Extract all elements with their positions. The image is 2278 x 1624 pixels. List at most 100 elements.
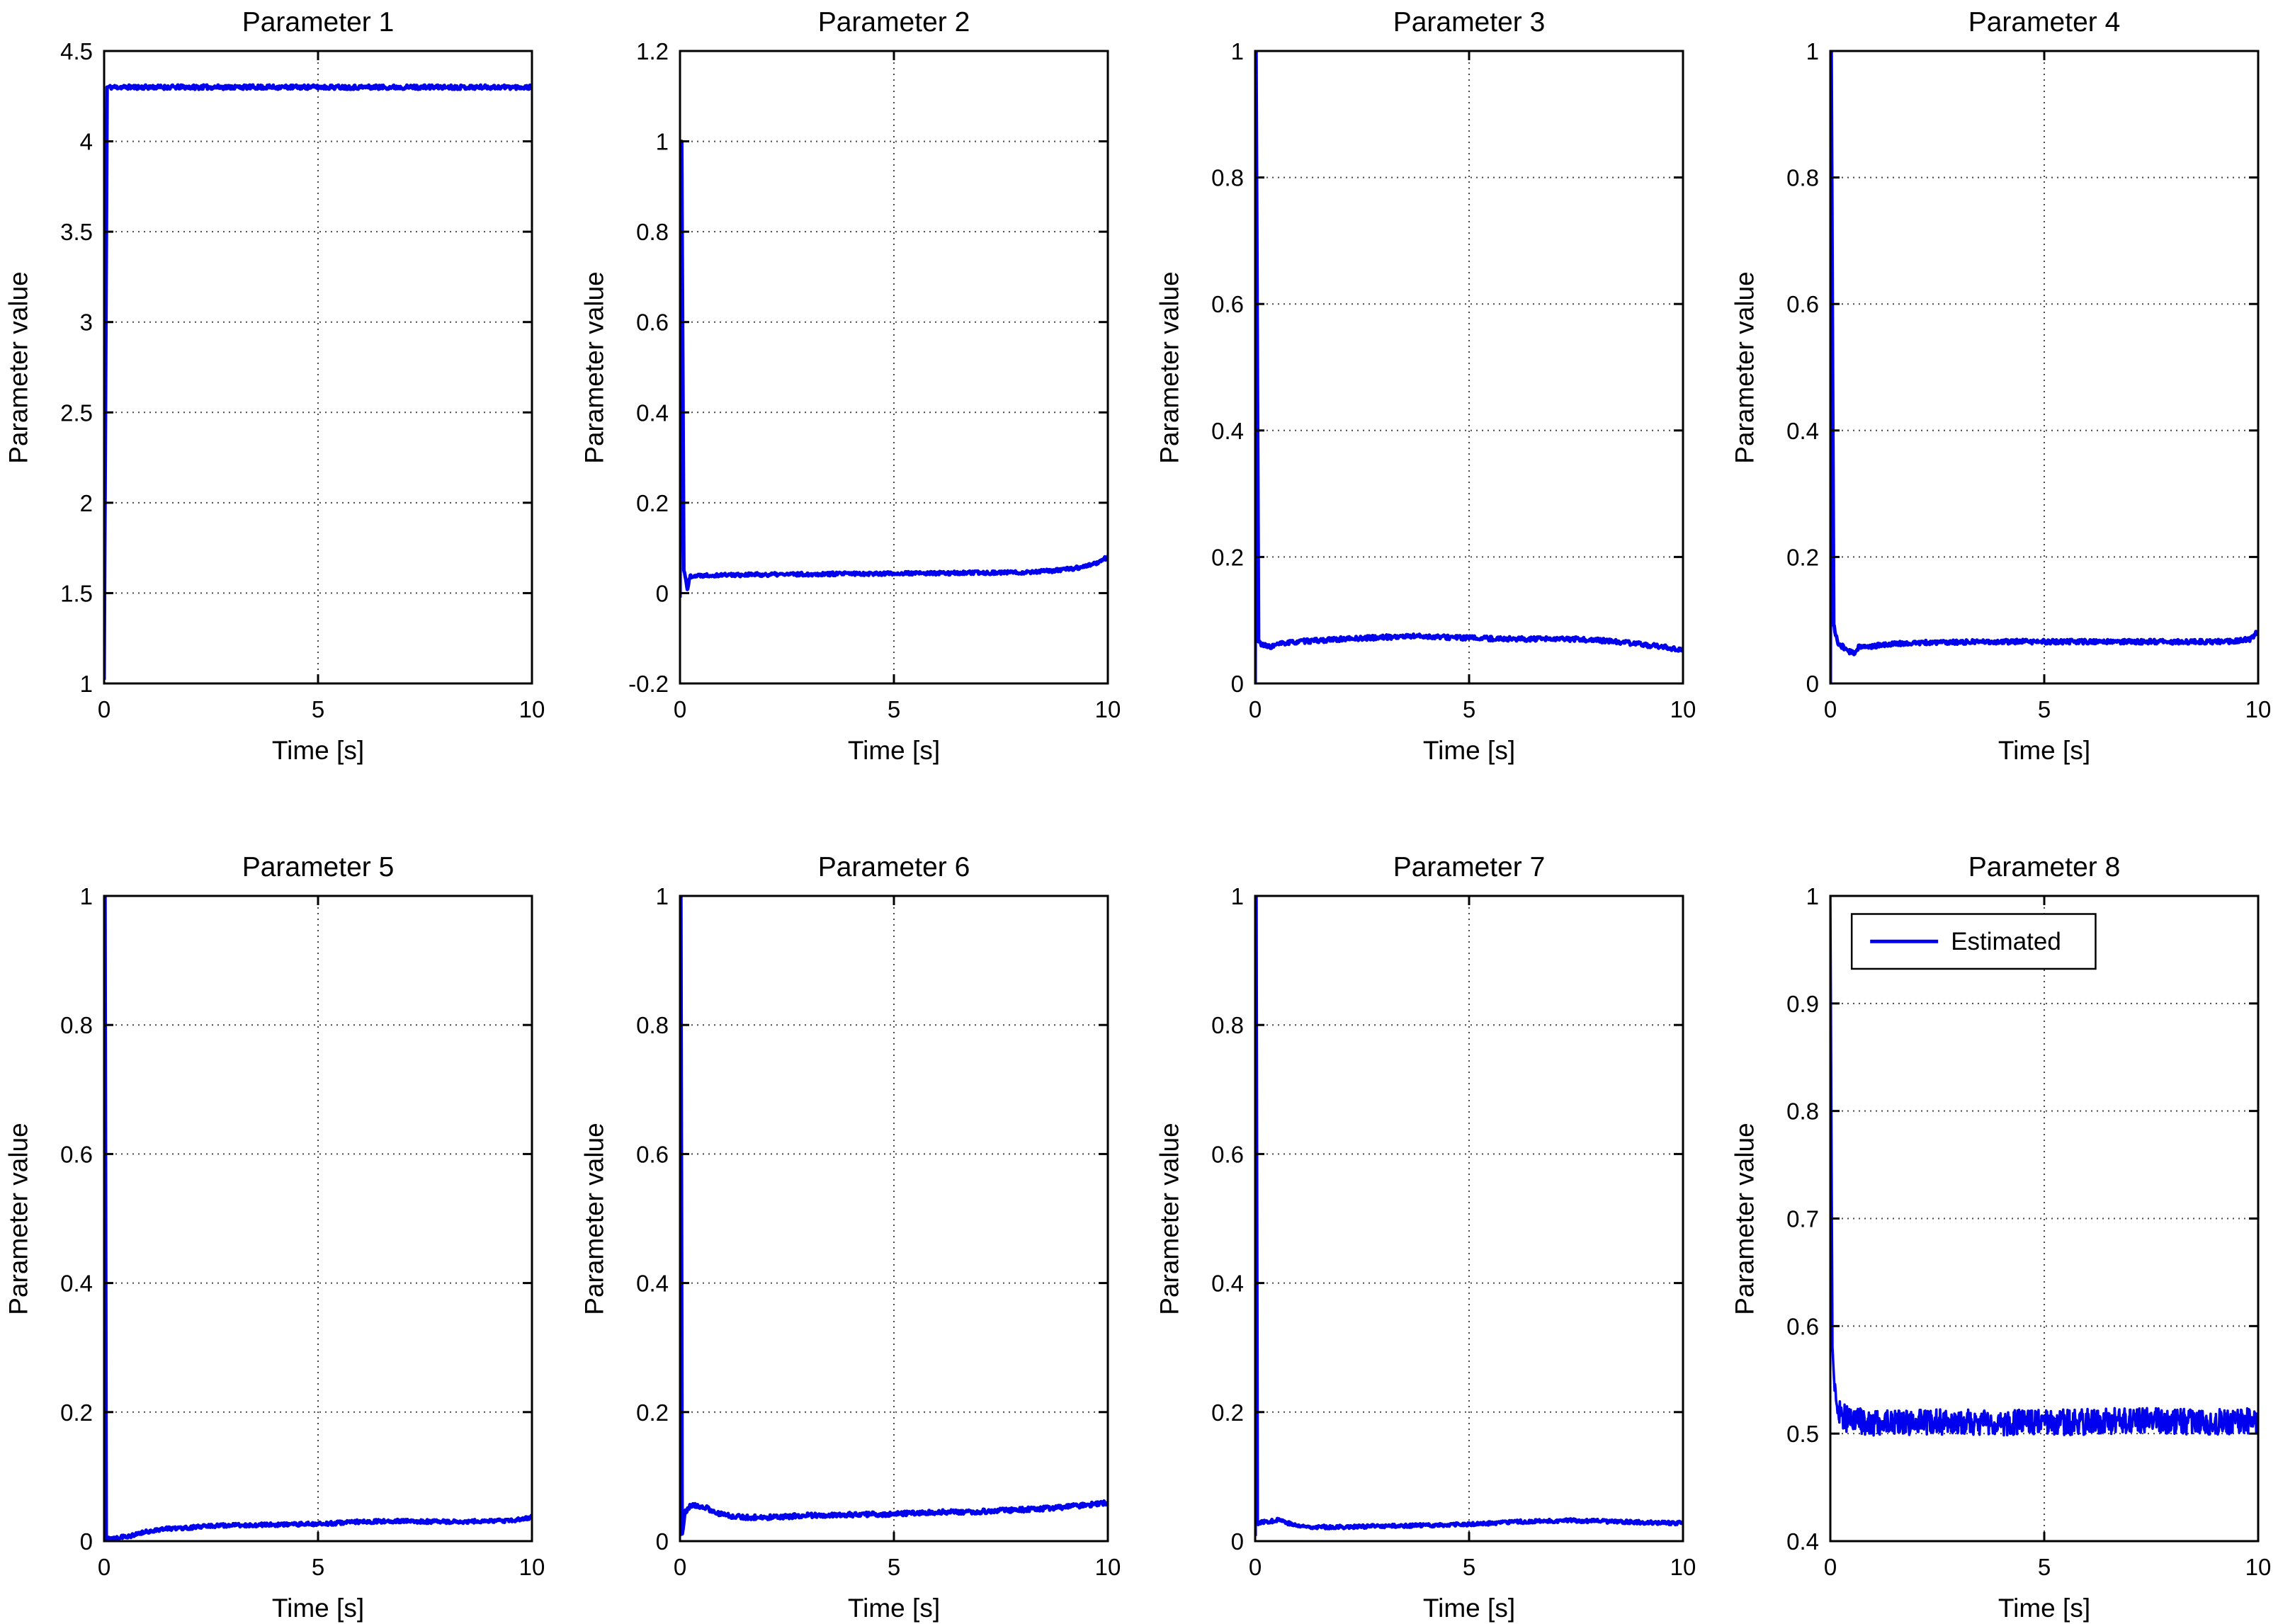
- svg-text:-0.2: -0.2: [628, 671, 669, 697]
- svg-text:10: 10: [1095, 1554, 1121, 1580]
- plot-canvas: 00.20.40.60.810 5 10: [636, 883, 1121, 1580]
- svg-text:0: 0: [656, 1528, 669, 1555]
- subplot-parameter-1: Parameter 1 Parameter value 1 1.5 2 2.5 3 3.5…: [0, 7, 553, 790]
- svg-text:1: 1: [656, 883, 669, 909]
- svg-text:5: 5: [1463, 696, 1475, 722]
- svg-text:0.6: 0.6: [1786, 291, 1819, 317]
- svg-text:0.8: 0.8: [636, 1012, 669, 1038]
- svg-text:5: 5: [312, 1554, 324, 1580]
- svg-text:0.8: 0.8: [1211, 165, 1244, 191]
- svg-text:5: 5: [888, 1554, 900, 1580]
- svg-text:0.6: 0.6: [1211, 291, 1244, 317]
- svg-text:1: 1: [1806, 38, 1819, 64]
- svg-text:0.8: 0.8: [1211, 1012, 1244, 1038]
- svg-text:1: 1: [80, 671, 93, 697]
- svg-text:0.8: 0.8: [1786, 165, 1819, 191]
- plot-canvas: 00.20.40.60.810 5 10: [1786, 38, 2271, 722]
- svg-text:0.4: 0.4: [1786, 1528, 1819, 1555]
- plot-title: Parameter 3: [1393, 7, 1546, 38]
- svg-text:5: 5: [312, 696, 324, 722]
- svg-text:0.6: 0.6: [1211, 1141, 1244, 1167]
- svg-text:1: 1: [80, 883, 93, 909]
- svg-text:0.4: 0.4: [636, 1271, 669, 1297]
- svg-text:4: 4: [80, 129, 93, 155]
- svg-text:0.4: 0.4: [1786, 418, 1819, 444]
- plot-canvas: -0.200.20.40.60.811.20 5 10: [628, 38, 1121, 722]
- svg-text:0.2: 0.2: [1211, 544, 1244, 570]
- subplot-parameter-7: Parameter 7 Parameter value 0 0.2 0.4 0.6 0.…: [1151, 852, 1704, 1624]
- x-axis-label: Time [s]: [271, 736, 365, 765]
- svg-text:0.6: 0.6: [636, 1141, 669, 1167]
- plot-title: Parameter 4: [1968, 7, 2121, 38]
- svg-text:0.2: 0.2: [636, 490, 669, 516]
- x-axis-label: Time [s]: [1422, 736, 1516, 765]
- x-axis-label: Time [s]: [847, 1594, 941, 1623]
- svg-text:2.5: 2.5: [60, 399, 93, 426]
- svg-text:0.7: 0.7: [1786, 1206, 1819, 1232]
- svg-text:0.8: 0.8: [60, 1012, 93, 1038]
- plot-canvas: 1 1.5 2 2.5 3 3.5 4 4.5 0 5 10: [60, 38, 545, 722]
- svg-text:1: 1: [1806, 883, 1819, 909]
- svg-text:1: 1: [1231, 883, 1244, 909]
- svg-text:0.2: 0.2: [636, 1399, 669, 1426]
- svg-text:4.5: 4.5: [60, 38, 93, 64]
- svg-text:10: 10: [1670, 696, 1696, 722]
- svg-text:0: 0: [80, 1528, 93, 1555]
- plot-title: Parameter 1: [242, 7, 395, 38]
- x-axis-label: Time [s]: [847, 736, 941, 765]
- svg-text:10: 10: [519, 696, 545, 722]
- plot-title: Parameter 7: [1393, 852, 1546, 882]
- svg-text:0: 0: [1806, 671, 1819, 697]
- svg-text:10: 10: [519, 1554, 545, 1580]
- svg-text:10: 10: [1670, 1554, 1696, 1580]
- svg-text:0: 0: [1231, 671, 1244, 697]
- svg-text:0.9: 0.9: [1786, 991, 1819, 1017]
- subplot-parameter-6: Parameter 6 Parameter value 0 0.2 0.4 0.6 0.…: [576, 852, 1129, 1624]
- svg-text:0: 0: [674, 1554, 686, 1580]
- svg-text:5: 5: [1463, 1554, 1475, 1580]
- plot-title: Parameter 2: [817, 7, 970, 38]
- plot-title: Parameter 5: [242, 852, 395, 882]
- x-axis-label: Time [s]: [1998, 736, 2091, 765]
- svg-text:0.6: 0.6: [636, 310, 669, 336]
- legend: Estimated: [1850, 913, 2097, 970]
- legend-label: Estimated: [1951, 928, 2061, 955]
- svg-text:0.8: 0.8: [1786, 1098, 1819, 1125]
- svg-text:10: 10: [1095, 696, 1121, 722]
- svg-text:3.5: 3.5: [60, 219, 93, 245]
- svg-text:0.2: 0.2: [60, 1399, 93, 1426]
- svg-text:0: 0: [1824, 1554, 1837, 1580]
- subplot-parameter-4: Parameter 4 Parameter value 0 0.2 0.4 0.6 0.…: [1726, 7, 2278, 790]
- svg-text:1: 1: [1231, 38, 1244, 64]
- svg-text:3: 3: [80, 310, 93, 336]
- plot-title: Parameter 8: [1968, 852, 2121, 882]
- svg-text:0: 0: [1231, 1528, 1244, 1555]
- svg-text:0: 0: [1824, 696, 1837, 722]
- svg-text:0: 0: [1249, 1554, 1262, 1580]
- svg-text:0.2: 0.2: [1211, 1399, 1244, 1426]
- x-axis-label: Time [s]: [1998, 1594, 2091, 1623]
- subplot-parameter-8: Parameter 8 Parameter value 0.4 0.5 0.6 0.7…: [1726, 852, 2278, 1624]
- plot-canvas: 00.20.40.60.810 5 10: [1211, 38, 1696, 722]
- x-axis-label: Time [s]: [271, 1594, 365, 1623]
- svg-text:0.8: 0.8: [636, 219, 669, 245]
- svg-text:2: 2: [80, 490, 93, 516]
- svg-text:0.4: 0.4: [1211, 1271, 1244, 1297]
- svg-text:0.5: 0.5: [1786, 1421, 1819, 1447]
- plot-canvas: 00.20.40.60.810 5 10: [1211, 883, 1696, 1580]
- svg-text:5: 5: [888, 696, 900, 722]
- svg-text:0: 0: [98, 696, 110, 722]
- svg-text:5: 5: [2038, 696, 2051, 722]
- svg-text:0.6: 0.6: [60, 1141, 93, 1167]
- svg-text:1.5: 1.5: [60, 580, 93, 606]
- plot-canvas: 00.20.40.60.810 5 10: [60, 883, 545, 1580]
- svg-text:1: 1: [656, 129, 669, 155]
- svg-text:0.6: 0.6: [1786, 1313, 1819, 1339]
- svg-text:10: 10: [2245, 1554, 2272, 1580]
- x-axis-label: Time [s]: [1422, 1594, 1516, 1623]
- plot-title: Parameter 6: [817, 852, 970, 882]
- svg-text:0: 0: [1249, 696, 1262, 722]
- svg-text:0.4: 0.4: [636, 399, 669, 426]
